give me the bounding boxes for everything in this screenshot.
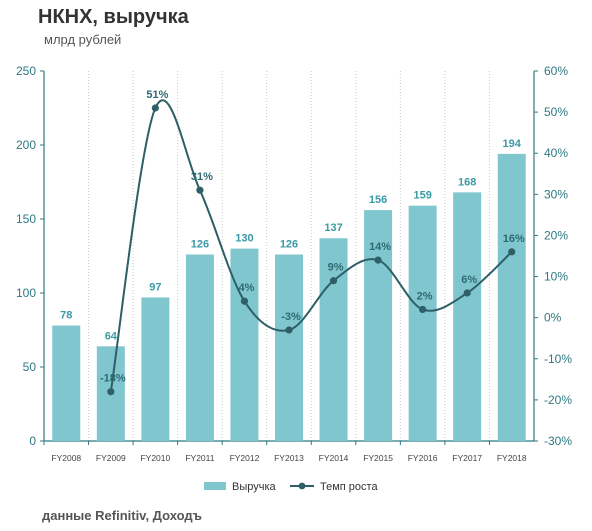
x-tick-label: FY2013: [274, 453, 304, 463]
bar-value-label: 159: [413, 190, 431, 202]
chart-title: НКНХ, выручка: [38, 6, 189, 28]
growth-value-label: 2%: [417, 290, 433, 302]
bar-value-label: 137: [324, 222, 342, 234]
x-tick-label: FY2012: [230, 453, 260, 463]
bar-value-label: 78: [60, 310, 72, 322]
right-tick-label: -20%: [544, 393, 572, 407]
growth-point: [151, 104, 159, 112]
x-tick-label: FY2008: [51, 453, 81, 463]
bar-value-label: 130: [235, 233, 253, 245]
right-tick-label: -10%: [544, 352, 572, 366]
left-tick-label: 200: [16, 138, 36, 152]
chart-subtitle: млрд рублей: [44, 32, 122, 47]
bar-value-label: 64: [105, 330, 118, 342]
revenue-bar: [408, 205, 437, 441]
x-tick-label: FY2009: [96, 453, 126, 463]
growth-value-label: 16%: [503, 233, 525, 245]
right-tick-label: 60%: [544, 64, 568, 78]
bar-value-label: 168: [458, 176, 476, 188]
x-tick-label: FY2011: [185, 453, 214, 463]
left-tick-label: 0: [29, 434, 36, 448]
growth-point: [240, 297, 249, 305]
revenue-bar: [141, 297, 170, 441]
bar-value-label: 97: [149, 281, 161, 293]
legend-line-label: Темп роста: [320, 481, 378, 493]
growth-value-label: 31%: [191, 171, 213, 183]
left-tick-label: 100: [16, 286, 36, 300]
x-tick-label: FY2010: [140, 453, 170, 463]
bar-value-label: 156: [369, 194, 387, 206]
right-tick-label: 40%: [544, 146, 568, 160]
source-note: данные Refinitiv, Доходъ: [42, 508, 202, 523]
revenue-bar: [185, 254, 214, 441]
right-tick-label: -30%: [544, 434, 572, 448]
revenue-bar: [319, 238, 348, 441]
growth-point: [329, 277, 338, 285]
growth-point: [508, 248, 516, 256]
growth-point: [196, 186, 204, 194]
revenue-bar: [453, 192, 482, 441]
growth-point: [285, 326, 293, 334]
revenue-bar: [497, 153, 526, 441]
bar-value-label: 126: [191, 239, 209, 251]
x-tick-label: FY2016: [408, 453, 438, 463]
right-tick-label: 0%: [544, 311, 562, 325]
growth-point: [107, 388, 115, 396]
left-tick-label: 150: [16, 212, 36, 226]
revenue-bar: [364, 210, 393, 441]
right-tick-label: 50%: [544, 105, 568, 119]
growth-point: [463, 289, 471, 297]
right-tick-label: 30%: [544, 187, 568, 201]
growth-value-label: -18%: [100, 373, 126, 385]
left-tick-label: 50: [23, 360, 37, 374]
x-tick-label: FY2017: [452, 453, 482, 463]
growth-value-label: 14%: [369, 241, 391, 253]
growth-value-label: -3%: [281, 311, 301, 323]
x-tick-label: FY2018: [497, 453, 527, 463]
left-tick-label: 250: [16, 64, 36, 78]
revenue-bar: [230, 248, 259, 441]
legend-bar-swatch: [204, 482, 226, 490]
legend-bar-label: Выручка: [232, 481, 277, 493]
growth-value-label: 6%: [461, 274, 477, 286]
x-tick-label: FY2014: [319, 453, 349, 463]
growth-point: [419, 305, 427, 314]
x-tick-label: FY2015: [363, 453, 393, 463]
legend-line-marker: [298, 482, 306, 490]
revenue-bar: [275, 254, 303, 441]
bar-value-label: 194: [503, 138, 522, 150]
growth-value-label: 4%: [239, 282, 255, 294]
right-tick-label: 10%: [544, 270, 568, 284]
right-tick-label: 20%: [544, 228, 568, 242]
growth-value-label: 9%: [328, 262, 344, 274]
growth-value-label: 51%: [146, 89, 168, 101]
bar-value-label: 126: [280, 239, 298, 251]
revenue-bar: [52, 325, 81, 441]
growth-point: [374, 256, 382, 264]
